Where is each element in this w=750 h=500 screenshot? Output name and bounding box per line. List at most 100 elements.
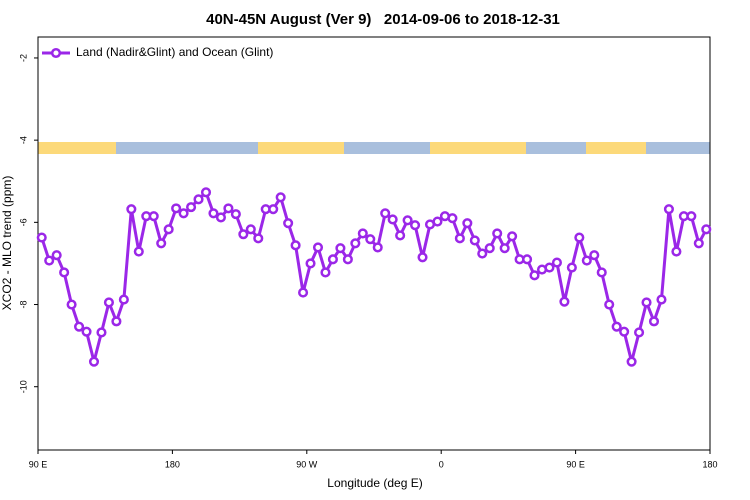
data-point (544, 262, 555, 273)
x-tick-label: 0 (439, 459, 444, 469)
y-tick-label: -2 (18, 54, 28, 62)
data-point (402, 215, 413, 226)
data-point (641, 297, 652, 308)
data-point (410, 220, 421, 231)
data-point (335, 243, 346, 254)
data-point (156, 238, 167, 249)
land-strip (38, 142, 116, 154)
data-point (96, 327, 107, 338)
data-point (133, 246, 144, 257)
series-line (40, 190, 708, 364)
data-point (290, 240, 301, 251)
data-point (268, 204, 279, 215)
data-point (551, 257, 562, 268)
data-point (596, 267, 607, 278)
data-point (469, 235, 480, 246)
data-point (619, 326, 630, 337)
data-point (51, 250, 62, 261)
data-point (74, 321, 85, 332)
data-point (507, 231, 518, 242)
data-point (365, 234, 376, 245)
data-point (208, 208, 219, 219)
data-point (559, 296, 570, 307)
data-point (312, 242, 324, 253)
y-tick-label: -4 (18, 136, 28, 144)
legend-marker (50, 47, 62, 59)
data-point (611, 321, 622, 332)
data-point (66, 299, 77, 310)
data-point (178, 208, 189, 219)
data-point (283, 218, 294, 229)
x-tick-label: 180 (165, 459, 180, 469)
x-tick-label: 180 (702, 459, 717, 469)
data-point (626, 356, 637, 367)
data-point (245, 224, 256, 235)
data-point (529, 270, 540, 281)
land-ocean-strip (38, 142, 710, 154)
y-tick-label: -10 (18, 380, 28, 393)
land-strip (430, 142, 526, 154)
land-strip (258, 142, 344, 154)
data-point (126, 204, 137, 215)
data-point (200, 187, 212, 198)
data-point (193, 194, 204, 205)
data-point (103, 297, 114, 308)
data-point (305, 258, 316, 269)
data-point (275, 192, 286, 203)
data-point (566, 262, 577, 273)
x-tick-label: 90 E (29, 459, 48, 469)
data-point (163, 224, 174, 235)
data-point (88, 356, 100, 367)
data-point (462, 218, 473, 229)
data-point (693, 238, 704, 249)
data-point (454, 233, 465, 244)
data-point (417, 252, 428, 263)
data-point (477, 248, 488, 259)
data-point (357, 228, 368, 239)
data-point (186, 202, 197, 213)
data-point (148, 211, 159, 222)
data-point (656, 294, 667, 305)
data-point (447, 213, 458, 224)
data-point (663, 204, 674, 215)
data-point (171, 203, 182, 214)
legend-label: Land (Nadir&Glint) and Ocean (Glint) (76, 45, 273, 59)
data-point (499, 243, 510, 254)
data-point (380, 208, 391, 219)
data-point (298, 287, 309, 298)
data-point (327, 254, 338, 265)
data-point (522, 254, 533, 265)
data-point (118, 294, 129, 305)
plot-frame (37, 36, 711, 451)
data-point (372, 242, 383, 253)
data-point (230, 209, 241, 220)
data-point (59, 267, 70, 278)
ocean-strip (38, 142, 710, 154)
y-axis-label: XCO2 - MLO trend (ppm) (0, 176, 14, 311)
data-point (387, 214, 398, 225)
y-tick-label: -6 (18, 218, 28, 226)
data-point (223, 203, 234, 214)
land-strip (586, 142, 646, 154)
data-point (342, 254, 353, 265)
x-tick-label: 90 E (566, 459, 585, 469)
data-point (604, 299, 615, 310)
data-point (111, 316, 122, 327)
data-point (44, 255, 55, 266)
data-point (634, 327, 645, 338)
data-point (395, 230, 406, 241)
data-point (648, 316, 660, 327)
y-tick-label: -8 (18, 301, 28, 309)
data-point (432, 216, 443, 227)
data-point (671, 246, 682, 257)
data-point (238, 229, 249, 240)
data-point (484, 243, 495, 254)
data-point (492, 228, 503, 239)
data-point (589, 250, 600, 261)
data-point (215, 212, 226, 223)
data-point (350, 238, 361, 249)
data-point (36, 232, 47, 243)
x-tick-label: 90 W (296, 459, 318, 469)
data-point (686, 211, 697, 222)
